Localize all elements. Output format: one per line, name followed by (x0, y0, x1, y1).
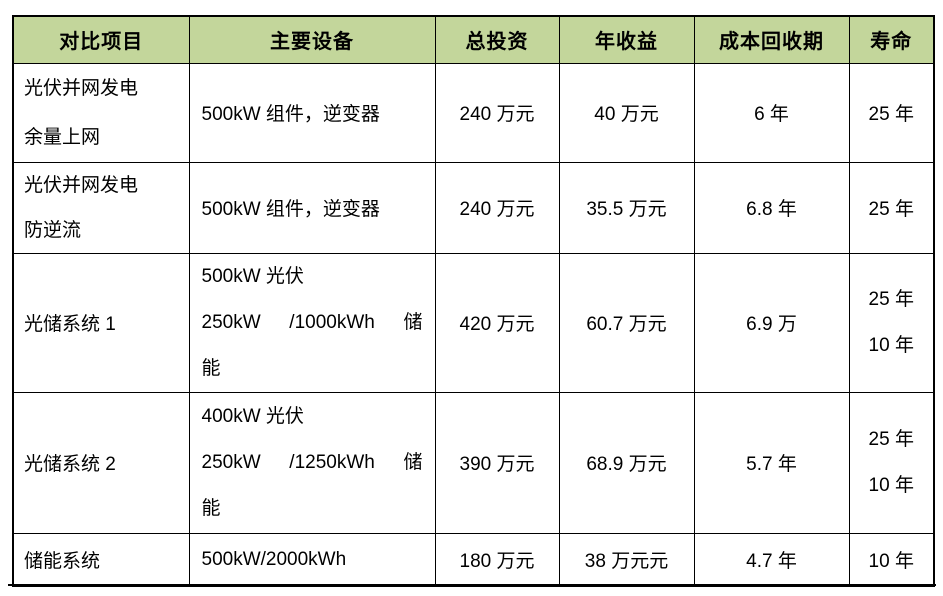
cell-income: 68.9 万元 (558, 391, 695, 534)
table-row: 光伏并网发电 防逆流 500kW 组件，逆变器 240 万元 35.5 万元 6… (12, 161, 935, 254)
cell-payback: 6.9 万 (693, 252, 850, 393)
project-line: 储能系统 (24, 551, 101, 572)
project-line: 光伏并网发电 (24, 174, 139, 196)
equipment-line: 250kW /1250kWh 储 (201, 451, 423, 473)
lifespan-line: 10 年 (868, 334, 914, 356)
bottom-horizontal-rule (8, 584, 936, 586)
equipment-line: 250kW /1000kWh 储 (201, 311, 423, 333)
cell-lifespan: 25 年 (848, 62, 935, 163)
cell-payback: 6.8 年 (693, 161, 850, 254)
equipment-line: 能 (201, 497, 221, 519)
cell-lifespan: 25 年 10 年 (848, 252, 935, 393)
lifespan-line: 10 年 (868, 474, 914, 496)
project-line: 光伏并网发电 (24, 77, 139, 99)
cell-equipment: 500kW/2000kWh (188, 532, 436, 587)
header-cell-lifespan: 寿命 (848, 15, 935, 64)
cell-equipment: 500kW 组件，逆变器 (188, 62, 436, 163)
cell-income: 35.5 万元 (558, 161, 695, 254)
cell-payback: 4.7 年 (693, 532, 850, 587)
cell-equipment: 500kW 光伏 250kW /1000kWh 储 能 (188, 252, 436, 393)
lifespan-line: 25 年 (868, 288, 914, 310)
equipment-line: 500kW 组件，逆变器 (201, 104, 380, 125)
cell-payback: 6 年 (693, 62, 850, 163)
equipment-line: 能 (201, 357, 221, 379)
cell-project: 光伏并网发电 防逆流 (12, 161, 190, 254)
cell-investment: 240 万元 (434, 161, 560, 254)
header-cell-investment: 总投资 (434, 15, 560, 64)
equipment-line: 500kW 组件，逆变器 (201, 199, 380, 220)
cell-project: 光储系统 2 (12, 391, 190, 534)
table-row: 光储系统 1 500kW 光伏 250kW /1000kWh 储 能 420 万… (12, 252, 935, 393)
header-cell-project: 对比项目 (12, 15, 190, 64)
project-line: 光储系统 1 (24, 314, 116, 335)
project-line: 光储系统 2 (24, 454, 116, 475)
equipment-line: 400kW 光伏 (201, 405, 304, 427)
cell-lifespan: 10 年 (848, 532, 935, 587)
cell-equipment: 400kW 光伏 250kW /1250kWh 储 能 (188, 391, 436, 534)
cell-investment: 180 万元 (434, 532, 560, 587)
cell-income: 60.7 万元 (558, 252, 695, 393)
cell-project: 储能系统 (12, 532, 190, 587)
lifespan-line: 25 年 (868, 428, 914, 450)
cell-project: 光伏并网发电 余量上网 (12, 62, 190, 163)
equipment-line: 500kW 光伏 (201, 265, 304, 287)
table-row: 光伏并网发电 余量上网 500kW 组件，逆变器 240 万元 40 万元 6 … (12, 62, 935, 163)
cell-income: 40 万元 (558, 62, 695, 163)
cell-investment: 390 万元 (434, 391, 560, 534)
table-row: 储能系统 500kW/2000kWh 180 万元 38 万元元 4.7 年 1… (12, 532, 935, 587)
cell-lifespan: 25 年 10 年 (848, 391, 935, 534)
cell-equipment: 500kW 组件，逆变器 (188, 161, 436, 254)
equipment-line: 500kW/2000kWh (201, 548, 347, 570)
cell-investment: 240 万元 (434, 62, 560, 163)
header-cell-income: 年收益 (558, 15, 695, 64)
project-line: 防逆流 (24, 219, 82, 241)
cell-project: 光储系统 1 (12, 252, 190, 393)
cell-investment: 420 万元 (434, 252, 560, 393)
cell-payback: 5.7 年 (693, 391, 850, 534)
header-cell-payback: 成本回收期 (693, 15, 850, 64)
project-line: 余量上网 (24, 126, 101, 148)
cell-lifespan: 25 年 (848, 161, 935, 254)
header-row: 对比项目 主要设备 总投资 年收益 成本回收期 寿命 (12, 15, 935, 64)
table-row: 光储系统 2 400kW 光伏 250kW /1250kWh 储 能 390 万… (12, 391, 935, 534)
comparison-table: 对比项目 主要设备 总投资 年收益 成本回收期 寿命 光伏并网发电 余量上网 5… (12, 15, 935, 587)
cell-income: 38 万元元 (558, 532, 695, 587)
header-cell-equipment: 主要设备 (188, 15, 436, 64)
